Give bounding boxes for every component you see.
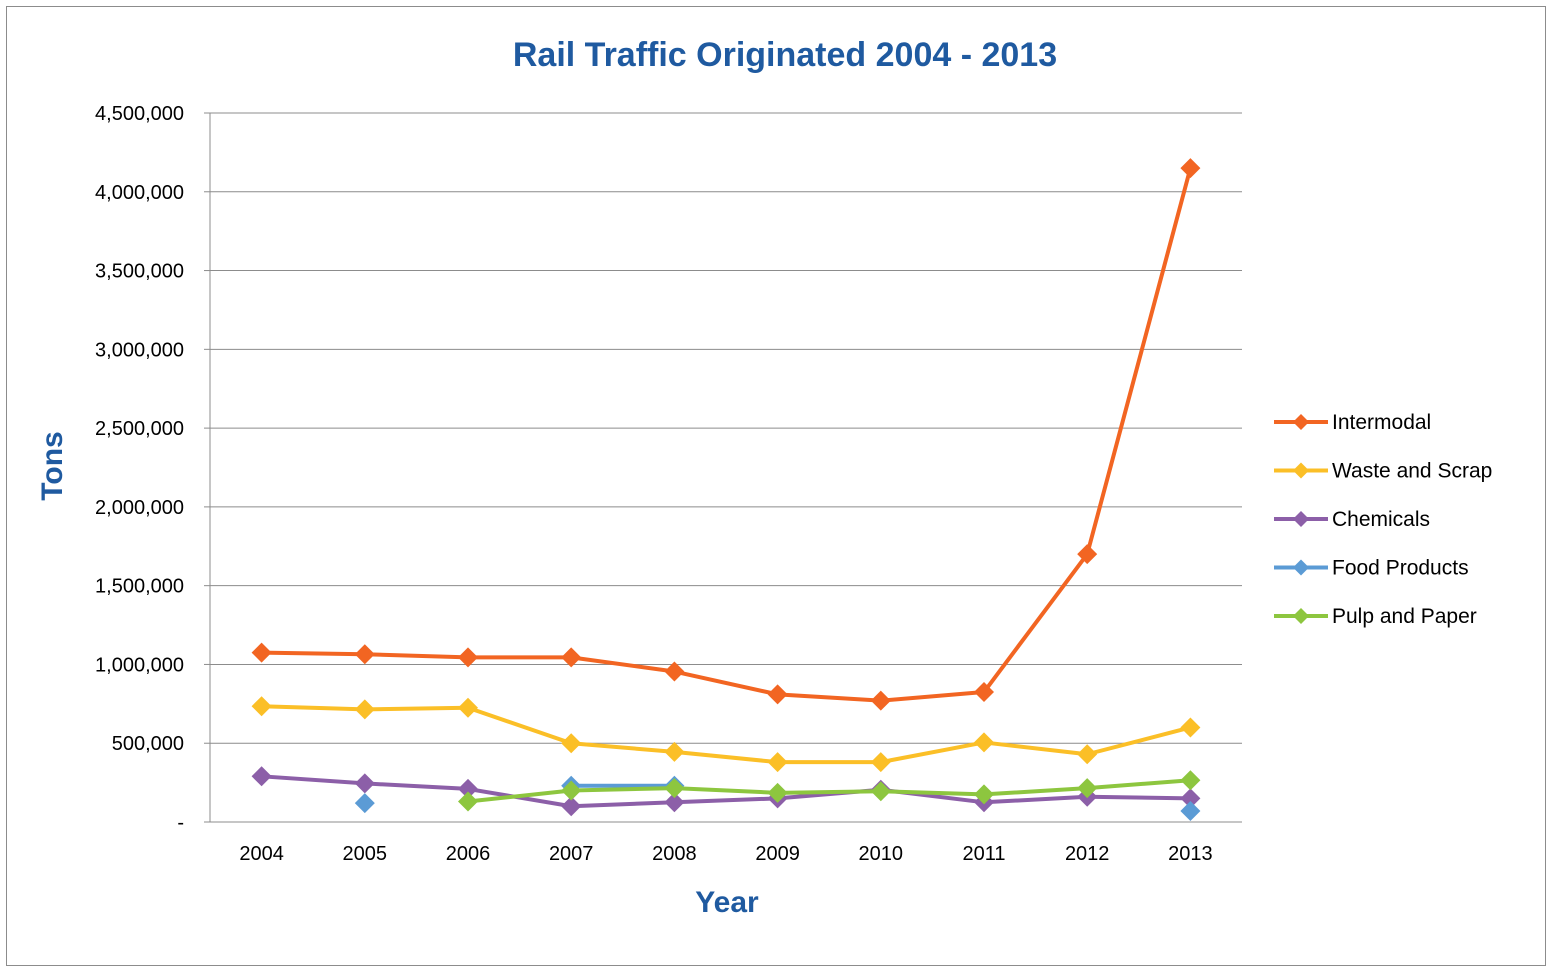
y-tick-label: 3,000,000 (95, 339, 184, 361)
y-tick-labels: - 500,000 1,000,000 1,500,000 2,000,000 2,500… (95, 103, 184, 834)
data-point-pulp-and-paper (561, 780, 582, 801)
legend-label: Waste and Scrap (1332, 460, 1492, 483)
legend-item-food-products: Food Products (1274, 557, 1469, 580)
y-tick-label: 2,500,000 (95, 418, 184, 440)
x-axis-title: Year (695, 886, 759, 919)
data-point-chemicals (561, 796, 582, 817)
data-point-pulp-and-paper (767, 782, 788, 803)
x-tick-label: 2012 (1065, 843, 1110, 865)
series-line-chemicals (261, 774, 1191, 809)
x-tick-label: 2007 (549, 843, 594, 865)
chart-title: Rail Traffic Originated 2004 - 2013 (513, 36, 1057, 74)
data-point-intermodal (870, 690, 891, 711)
legend-swatch-marker (1293, 511, 1309, 527)
legend-item-chemicals: Chemicals (1274, 508, 1430, 531)
data-point-pulp-and-paper (1180, 770, 1201, 791)
data-point-pulp-and-paper (458, 791, 478, 812)
data-point-pulp-and-paper (974, 784, 994, 805)
data-point-food-products (1180, 800, 1201, 821)
data-point-waste-and-scrap (251, 696, 272, 717)
legend-label: Intermodal (1332, 411, 1431, 434)
legend-item-intermodal: Intermodal (1274, 411, 1431, 434)
x-tick-label: 2004 (239, 843, 284, 865)
x-tick-label: 2005 (343, 843, 388, 865)
x-tick-label: 2006 (446, 843, 491, 865)
series-line-pulp-and-paper (467, 778, 1191, 804)
data-point-waste-and-scrap (870, 752, 891, 773)
x-tick-label: 2013 (1168, 843, 1213, 865)
data-point-intermodal (664, 661, 685, 682)
data-point-waste-and-scrap (974, 732, 994, 753)
y-tick-label: 2,000,000 (95, 497, 184, 519)
data-point-intermodal (354, 644, 375, 665)
data-point-chemicals (664, 792, 685, 813)
data-point-intermodal (561, 647, 582, 668)
data-point-pulp-and-paper (1077, 778, 1098, 799)
data-point-waste-and-scrap (458, 697, 478, 718)
x-tick-label: 2010 (859, 843, 904, 865)
y-tick-label: - (177, 812, 184, 834)
data-point-waste-and-scrap (664, 741, 685, 762)
data-point-chemicals (251, 766, 272, 787)
x-tick-label: 2009 (755, 843, 800, 865)
data-point-chemicals (354, 773, 375, 794)
data-point-pulp-and-paper (664, 778, 685, 799)
series-line-intermodal (261, 167, 1193, 703)
data-point-chemicals (458, 778, 478, 799)
data-point-food-products (354, 793, 375, 814)
x-tick-label: 2011 (962, 843, 1005, 865)
legend-label: Chemicals (1332, 508, 1430, 531)
data-point-waste-and-scrap (1077, 744, 1098, 765)
y-tick-label: 1,000,000 (95, 654, 184, 676)
legend-swatch-marker (1293, 462, 1309, 479)
gridlines (204, 112, 1242, 823)
series-pulp-and-paper (458, 770, 1201, 812)
data-point-intermodal (251, 642, 272, 663)
data-point-intermodal (767, 684, 788, 705)
legend-label: Pulp and Paper (1332, 605, 1477, 628)
y-tick-label: 500,000 (112, 733, 184, 755)
x-tick-labels: 2004 2005 2006 2007 2008 2009 2010 2011 2012 2013 (239, 843, 1212, 865)
data-point-waste-and-scrap (354, 699, 375, 720)
series-waste-and-scrap (251, 696, 1201, 773)
data-point-waste-and-scrap (767, 752, 788, 773)
series-intermodal (251, 158, 1201, 711)
data-point-intermodal (1077, 544, 1098, 565)
legend-swatch-marker (1293, 414, 1309, 430)
data-point-intermodal (458, 647, 478, 668)
legend-item-pulp-and-paper: Pulp and Paper (1274, 605, 1477, 628)
x-tick-label: 2008 (652, 843, 697, 865)
data-point-pulp-and-paper (870, 781, 891, 802)
y-tick-label: 4,500,000 (95, 103, 184, 125)
y-axis-title: Tons (36, 431, 69, 500)
y-tick-label: 4,000,000 (95, 182, 184, 204)
data-point-chemicals (1180, 788, 1201, 809)
data-point-waste-and-scrap (1180, 717, 1201, 738)
data-point-waste-and-scrap (561, 733, 582, 754)
series-lines (251, 158, 1201, 821)
series-line-waste-and-scrap (261, 704, 1191, 765)
y-tick-label: 1,500,000 (95, 576, 184, 598)
data-point-intermodal (1180, 158, 1201, 179)
legend-swatch-marker (1293, 559, 1309, 576)
legend: Intermodal Waste and Scrap Chemicals Food P… (1274, 411, 1492, 628)
legend-label: Food Products (1332, 557, 1469, 580)
data-point-intermodal (974, 682, 994, 703)
y-tick-label: 3,500,000 (95, 261, 184, 283)
legend-swatch-marker (1293, 608, 1309, 624)
legend-item-waste-and-scrap: Waste and Scrap (1274, 460, 1492, 483)
